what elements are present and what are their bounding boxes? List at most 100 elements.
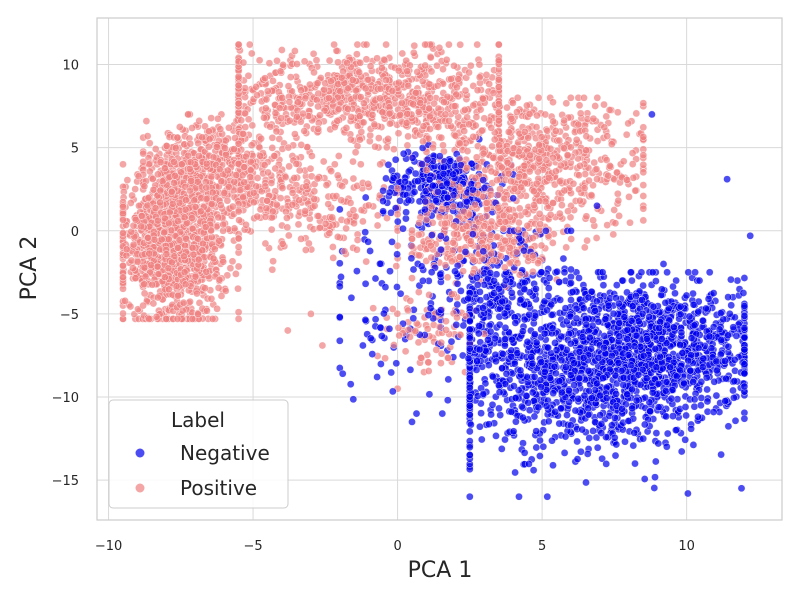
point-positive [558, 201, 566, 209]
point-negative [474, 329, 483, 338]
point-negative [361, 279, 370, 288]
point-positive [486, 231, 495, 239]
point-negative [563, 411, 571, 419]
point-positive [285, 116, 294, 125]
point-negative [508, 335, 516, 344]
point-negative [509, 427, 518, 436]
point-positive [373, 211, 382, 220]
point-positive [234, 207, 243, 216]
point-negative [524, 398, 533, 407]
point-positive [366, 131, 375, 140]
point-positive [307, 310, 315, 318]
point-positive [342, 224, 350, 233]
point-positive [300, 127, 309, 135]
point-positive [353, 245, 361, 254]
point-negative [465, 401, 474, 410]
point-positive [529, 234, 537, 242]
point-positive [534, 259, 542, 267]
point-positive [234, 308, 243, 317]
point-negative [732, 332, 741, 340]
point-negative [699, 354, 708, 363]
point-negative [359, 341, 367, 350]
point-positive [362, 40, 371, 49]
point-positive [353, 50, 361, 59]
point-positive [489, 153, 498, 162]
point-negative [384, 160, 393, 169]
point-negative [651, 473, 659, 482]
point-negative [456, 200, 465, 209]
point-positive [592, 234, 601, 242]
point-negative [335, 282, 344, 291]
point-positive [442, 56, 451, 64]
point-positive [241, 123, 250, 131]
point-positive [503, 103, 511, 112]
point-positive [234, 284, 242, 293]
point-negative [412, 409, 421, 418]
point-positive [537, 133, 546, 141]
point-positive [228, 257, 237, 266]
point-positive [139, 157, 147, 166]
point-positive [312, 96, 321, 104]
point-negative [465, 492, 474, 501]
point-positive [639, 133, 648, 141]
point-positive [145, 139, 154, 147]
point-positive [356, 135, 364, 144]
point-negative [712, 391, 721, 400]
point-positive [639, 168, 648, 177]
point-positive [403, 141, 412, 150]
point-positive [602, 112, 611, 121]
point-negative [447, 337, 456, 346]
point-positive [268, 265, 277, 274]
point-negative [560, 268, 569, 277]
point-positive [373, 54, 381, 63]
point-negative [639, 281, 647, 290]
point-positive [350, 219, 358, 228]
point-positive [225, 124, 233, 132]
point-positive [628, 149, 637, 157]
point-positive [262, 95, 271, 104]
point-positive [493, 176, 501, 184]
point-positive [534, 94, 543, 102]
point-negative [459, 321, 468, 330]
point-positive [600, 100, 608, 109]
point-positive [366, 62, 375, 70]
point-positive [188, 225, 197, 233]
point-negative [663, 268, 671, 277]
point-positive [313, 174, 322, 183]
point-positive [639, 160, 648, 169]
point-negative [577, 447, 585, 456]
point-positive [288, 200, 297, 209]
point-negative [361, 316, 370, 324]
point-positive [314, 212, 323, 220]
point-positive [485, 80, 494, 88]
point-positive [488, 142, 497, 151]
point-positive [193, 289, 201, 298]
point-positive [404, 132, 412, 141]
point-positive [555, 136, 564, 145]
point-positive [297, 235, 305, 243]
point-positive [449, 238, 457, 247]
point-positive [283, 214, 291, 222]
point-negative [511, 468, 519, 477]
point-negative [567, 265, 575, 274]
point-positive [523, 101, 531, 110]
point-positive [603, 132, 612, 140]
point-negative [544, 417, 553, 426]
point-positive [414, 230, 423, 239]
point-positive [426, 112, 434, 121]
point-negative [729, 386, 737, 395]
point-negative [428, 231, 436, 239]
point-positive [336, 87, 345, 96]
point-positive [537, 241, 546, 250]
point-negative [740, 312, 749, 320]
point-positive [453, 313, 461, 322]
point-positive [370, 120, 379, 129]
point-negative [419, 276, 427, 285]
point-positive [582, 212, 591, 221]
point-negative [515, 492, 523, 501]
point-positive [564, 207, 572, 215]
point-negative [682, 411, 690, 420]
point-negative [652, 277, 660, 285]
point-positive [437, 338, 446, 347]
